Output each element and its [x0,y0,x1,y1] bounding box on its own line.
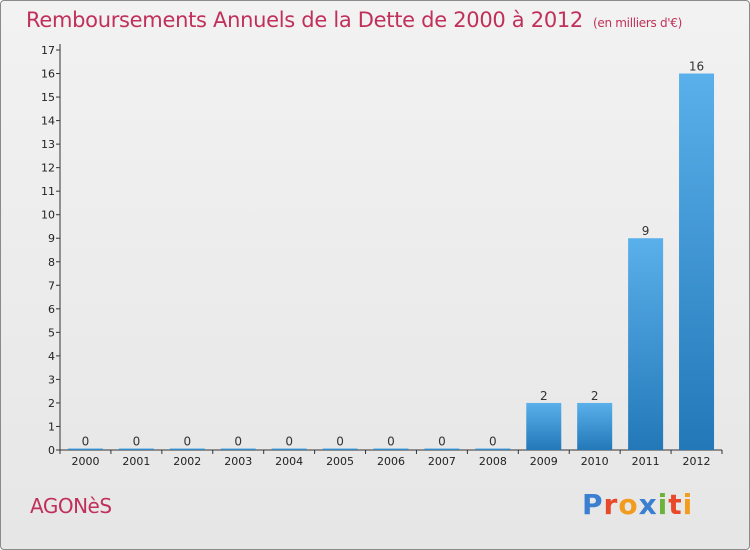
bar [169,448,205,450]
y-tick-label: 12 [41,162,55,175]
bar-value-label: 2 [540,389,548,403]
x-tick-label: 2004 [275,455,303,468]
logo-letter: P [582,488,604,521]
bar [373,448,409,450]
chart-title: Remboursements Annuels de la Dette de 20… [26,8,682,32]
bar-value-label: 0 [133,435,141,449]
bar-value-label: 16 [689,60,704,74]
bar [322,448,358,450]
x-tick-label: 2000 [71,455,99,468]
x-tick-label: 2005 [326,455,354,468]
bar [67,448,103,450]
y-tick-label: 7 [48,279,55,292]
y-tick-label: 0 [48,444,55,457]
y-tick-label: 4 [48,350,55,363]
bar-value-label: 2 [591,389,599,403]
x-tick-label: 2006 [377,455,405,468]
x-tick-label: 2011 [632,455,660,468]
y-tick-label: 16 [41,68,55,81]
x-tick-label: 2012 [683,455,711,468]
bar-value-label: 0 [285,435,293,449]
x-tick-label: 2009 [530,455,558,468]
bar [220,448,256,450]
bar-value-label: 0 [183,435,191,449]
bar-value-label: 0 [336,435,344,449]
bar [424,448,460,450]
commune-name: AGONèS [30,494,112,518]
y-tick-label: 2 [48,397,55,410]
y-tick-label: 9 [48,232,55,245]
x-tick-label: 2003 [224,455,252,468]
bar [628,238,664,450]
x-tick-label: 2001 [122,455,150,468]
y-tick-label: 3 [48,373,55,386]
bar-value-label: 0 [82,435,90,449]
logo-letter: r [603,488,619,521]
proxiti-logo: Proxiti [582,488,693,521]
x-tick-label: 2002 [173,455,201,468]
logo-letter: x [638,488,658,521]
y-tick-label: 10 [41,209,55,222]
bar-value-label: 9 [642,224,650,238]
x-tick-label: 2008 [479,455,507,468]
bar-value-label: 0 [438,435,446,449]
bar [118,448,154,450]
title-text: Remboursements Annuels de la Dette de 20… [26,8,583,32]
y-tick-label: 17 [41,44,55,57]
y-tick-label: 13 [41,138,55,151]
logo-letter: o [618,488,639,521]
bar [475,448,511,450]
title-unit: (en milliers d'€) [593,16,683,30]
bar-value-label: 0 [387,435,395,449]
logo-letter: i [657,488,669,521]
bar [577,402,613,450]
y-tick-label: 6 [48,303,55,316]
bar [679,73,715,450]
y-tick-label: 1 [48,420,55,433]
bar-value-label: 0 [234,435,242,449]
y-tick-label: 8 [48,256,55,269]
logo-letter: t [668,488,683,521]
bar [526,402,562,450]
x-tick-label: 2010 [581,455,609,468]
bar-value-label: 0 [489,435,497,449]
y-tick-label: 15 [41,91,55,104]
y-tick-label: 11 [41,185,55,198]
y-tick-label: 14 [41,115,55,128]
y-tick-label: 5 [48,326,55,339]
x-tick-label: 2007 [428,455,456,468]
bar [271,448,307,450]
logo-letter: i [682,488,694,521]
